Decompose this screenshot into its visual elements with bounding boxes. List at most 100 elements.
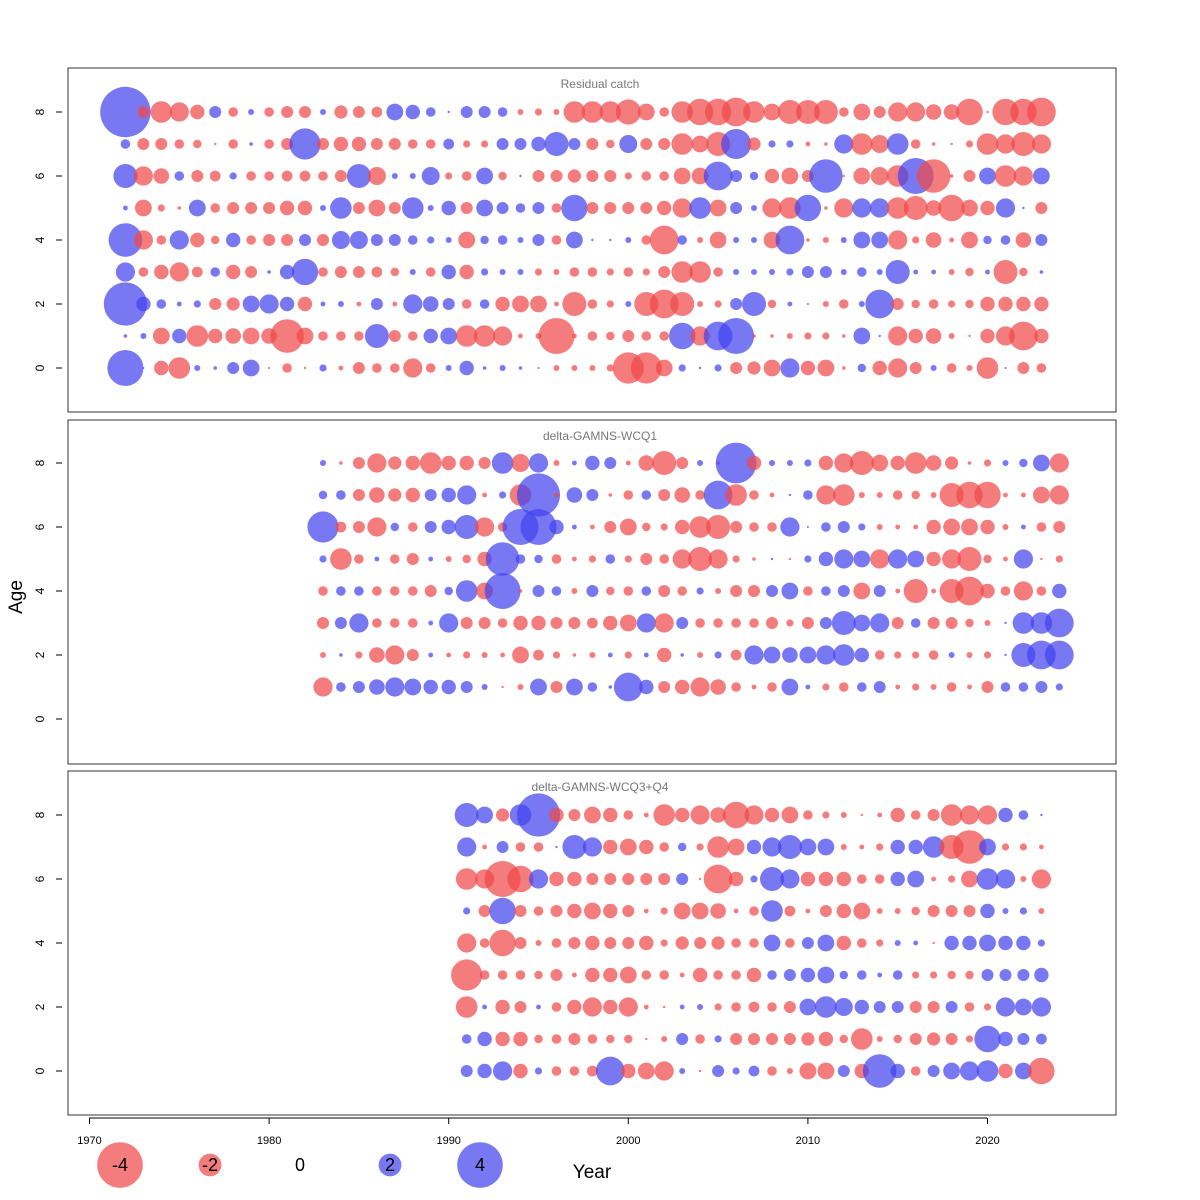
bubble: [586, 873, 599, 885]
bubble: [949, 237, 954, 243]
bubble: [190, 232, 205, 248]
bubble: [367, 453, 387, 473]
bubble: [677, 235, 687, 245]
bubble: [670, 292, 695, 316]
bubble: [714, 1035, 722, 1043]
bubble: [137, 106, 150, 118]
bubble: [425, 363, 436, 373]
bubble: [156, 299, 167, 309]
bubble: [659, 171, 669, 181]
bubble: [767, 1002, 777, 1012]
bubble: [457, 933, 477, 953]
bubble: [390, 522, 399, 532]
bubble: [1000, 682, 1011, 692]
bubble: [676, 457, 689, 469]
bubble: [208, 328, 223, 344]
bubble: [730, 362, 743, 374]
bubble: [446, 652, 452, 658]
y-axis: 0 2 4 6 8: [33, 811, 62, 1074]
bubble: [871, 231, 889, 249]
bubble: [385, 645, 405, 665]
bubble: [550, 969, 563, 981]
bubble: [372, 586, 382, 596]
bubble: [894, 940, 901, 946]
bubble: [911, 299, 920, 309]
bubble: [834, 453, 854, 473]
bubble: [722, 801, 750, 829]
y-tick-label: 8: [33, 811, 47, 818]
bubble: [299, 234, 311, 246]
bubble: [763, 103, 781, 121]
bubble: [572, 460, 577, 466]
bubble: [226, 232, 241, 248]
bubble: [942, 549, 962, 569]
bubble: [659, 554, 669, 564]
bubble: [568, 138, 581, 150]
bubble: [497, 618, 508, 628]
bubble: [572, 653, 577, 657]
bubble: [568, 809, 581, 821]
bubble: [747, 361, 761, 375]
bubble: [566, 678, 583, 696]
bubble: [946, 363, 957, 373]
bubble: [371, 106, 383, 118]
bubble: [544, 132, 569, 156]
bubble: [836, 871, 851, 887]
bubble: [246, 171, 256, 181]
bubble: [675, 936, 689, 950]
bubble: [319, 555, 327, 563]
bubble: [730, 649, 742, 661]
bubble: [636, 613, 656, 633]
bubble: [945, 456, 959, 470]
bubble: [352, 362, 365, 374]
bubble: [786, 619, 794, 627]
bubble: [136, 296, 151, 312]
bubble: [1053, 521, 1066, 533]
bubble: [532, 585, 545, 597]
bubble: [374, 556, 380, 562]
bubble: [211, 235, 220, 245]
bubble: [961, 870, 978, 888]
bubble: [618, 997, 638, 1017]
bubble: [853, 550, 871, 568]
bubble: [641, 970, 652, 980]
bubble: [317, 138, 329, 150]
bubble: [479, 970, 490, 980]
bubble: [888, 102, 908, 122]
bubble: [619, 518, 637, 536]
bubble: [481, 140, 489, 148]
bubble: [568, 937, 581, 949]
bubble: [226, 297, 240, 311]
bubble: [318, 586, 328, 596]
bubble: [604, 202, 617, 214]
bubble: [246, 235, 256, 245]
bubble: [1052, 583, 1067, 599]
bubble: [103, 282, 147, 326]
bubble: [534, 108, 543, 116]
bubble: [801, 617, 814, 629]
bubble: [661, 1036, 668, 1042]
y-tick-label: 4: [33, 587, 47, 594]
bubble: [585, 455, 600, 471]
bubble: [654, 613, 674, 633]
bubble: [478, 457, 491, 469]
bubble: [441, 487, 456, 503]
bubble: [209, 106, 222, 118]
bubble: [476, 806, 493, 824]
bubble: [806, 303, 809, 305]
bubble: [959, 1061, 980, 1081]
bubble: [925, 232, 942, 248]
bubble: [995, 198, 1016, 218]
bubble: [153, 168, 170, 184]
bubble: [336, 331, 346, 341]
bubble: [678, 842, 687, 852]
y-tick-label: 6: [33, 523, 47, 530]
bubble: [714, 651, 722, 659]
bubble: [842, 174, 845, 178]
bubble: [943, 104, 960, 120]
bubble: [721, 97, 751, 127]
bubble: [870, 135, 889, 153]
bubble: [675, 519, 690, 535]
bubble: [421, 167, 440, 185]
bubble: [191, 170, 204, 182]
